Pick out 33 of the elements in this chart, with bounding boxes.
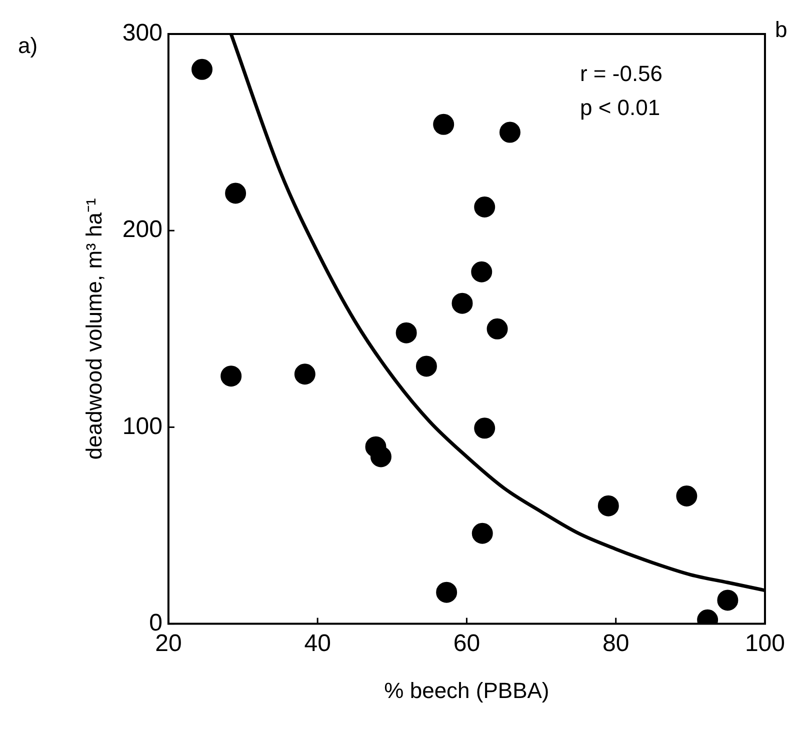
x-tick-label: 80 <box>602 630 630 657</box>
point <box>452 292 473 314</box>
x-tick-label: 40 <box>304 630 331 657</box>
point <box>472 522 493 544</box>
annotation: r = -0.56 <box>580 61 663 86</box>
y-tick-label: 100 <box>122 412 162 440</box>
point <box>192 58 212 80</box>
point <box>396 322 417 344</box>
y-tick-label: 300 <box>122 20 162 47</box>
point <box>499 122 520 143</box>
point <box>225 182 246 204</box>
point <box>474 418 496 439</box>
point <box>471 261 492 282</box>
y-axis-title: deadwood volume, m³ ha⁻¹ <box>81 198 106 460</box>
point <box>486 318 508 340</box>
point <box>433 114 454 135</box>
text: b <box>774 17 788 42</box>
point <box>474 196 496 218</box>
point <box>294 364 316 385</box>
point <box>416 356 437 377</box>
point <box>598 495 619 516</box>
point <box>370 446 392 468</box>
x-tick-label: 20 <box>155 630 182 657</box>
point <box>220 366 242 387</box>
text: a) <box>18 33 38 58</box>
point <box>717 590 738 611</box>
x-tick-label: 100 <box>744 630 785 657</box>
annotation: p < 0.01 <box>580 95 660 120</box>
x-tick-label: 60 <box>453 630 480 657</box>
x-axis-title: % beech (PBBA) <box>384 678 550 703</box>
y-tick-label: 200 <box>122 216 162 244</box>
point <box>436 582 458 603</box>
point <box>676 486 698 507</box>
